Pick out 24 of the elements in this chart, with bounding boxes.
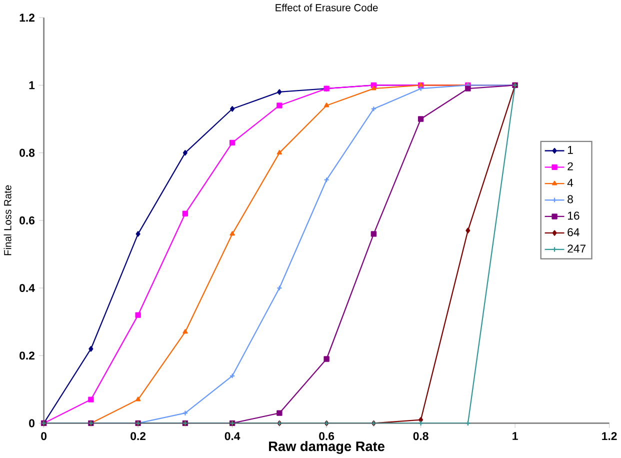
x-tick-label: 0.4 [224,432,240,440]
legend-label: 1 [568,146,573,154]
x-axis-title: Raw damage Rate [269,441,384,454]
legend-label: 4 [567,178,574,187]
y-tick-label: 0.6 [20,216,35,225]
x-tick-label: 1 [512,432,518,440]
legend-label: 247 [568,244,586,253]
legend-label: 2 [568,162,573,170]
y-axis-title: Final Loss Rate [4,185,12,256]
y-tick-label: 0 [29,419,34,428]
y-tick-label: 1 [29,81,35,90]
y-tick-label: 0.8 [20,148,35,157]
x-tick-label: 0.8 [413,432,428,440]
x-tick-label: 1.2 [602,432,617,440]
x-tick-label: 0 [41,432,47,440]
x-tick-label: 0.2 [130,432,146,440]
chart-title: Effect of Erasure Code [276,4,378,12]
x-tick-label: 0.6 [319,432,334,440]
legend-label: 16 [568,212,580,220]
legend-label: 8 [568,195,573,204]
y-tick-label: 0.4 [20,284,35,292]
y-tick-label: 1.2 [20,14,34,22]
legend-label: 64 [568,228,580,236]
y-tick-label: 0.2 [20,352,34,360]
